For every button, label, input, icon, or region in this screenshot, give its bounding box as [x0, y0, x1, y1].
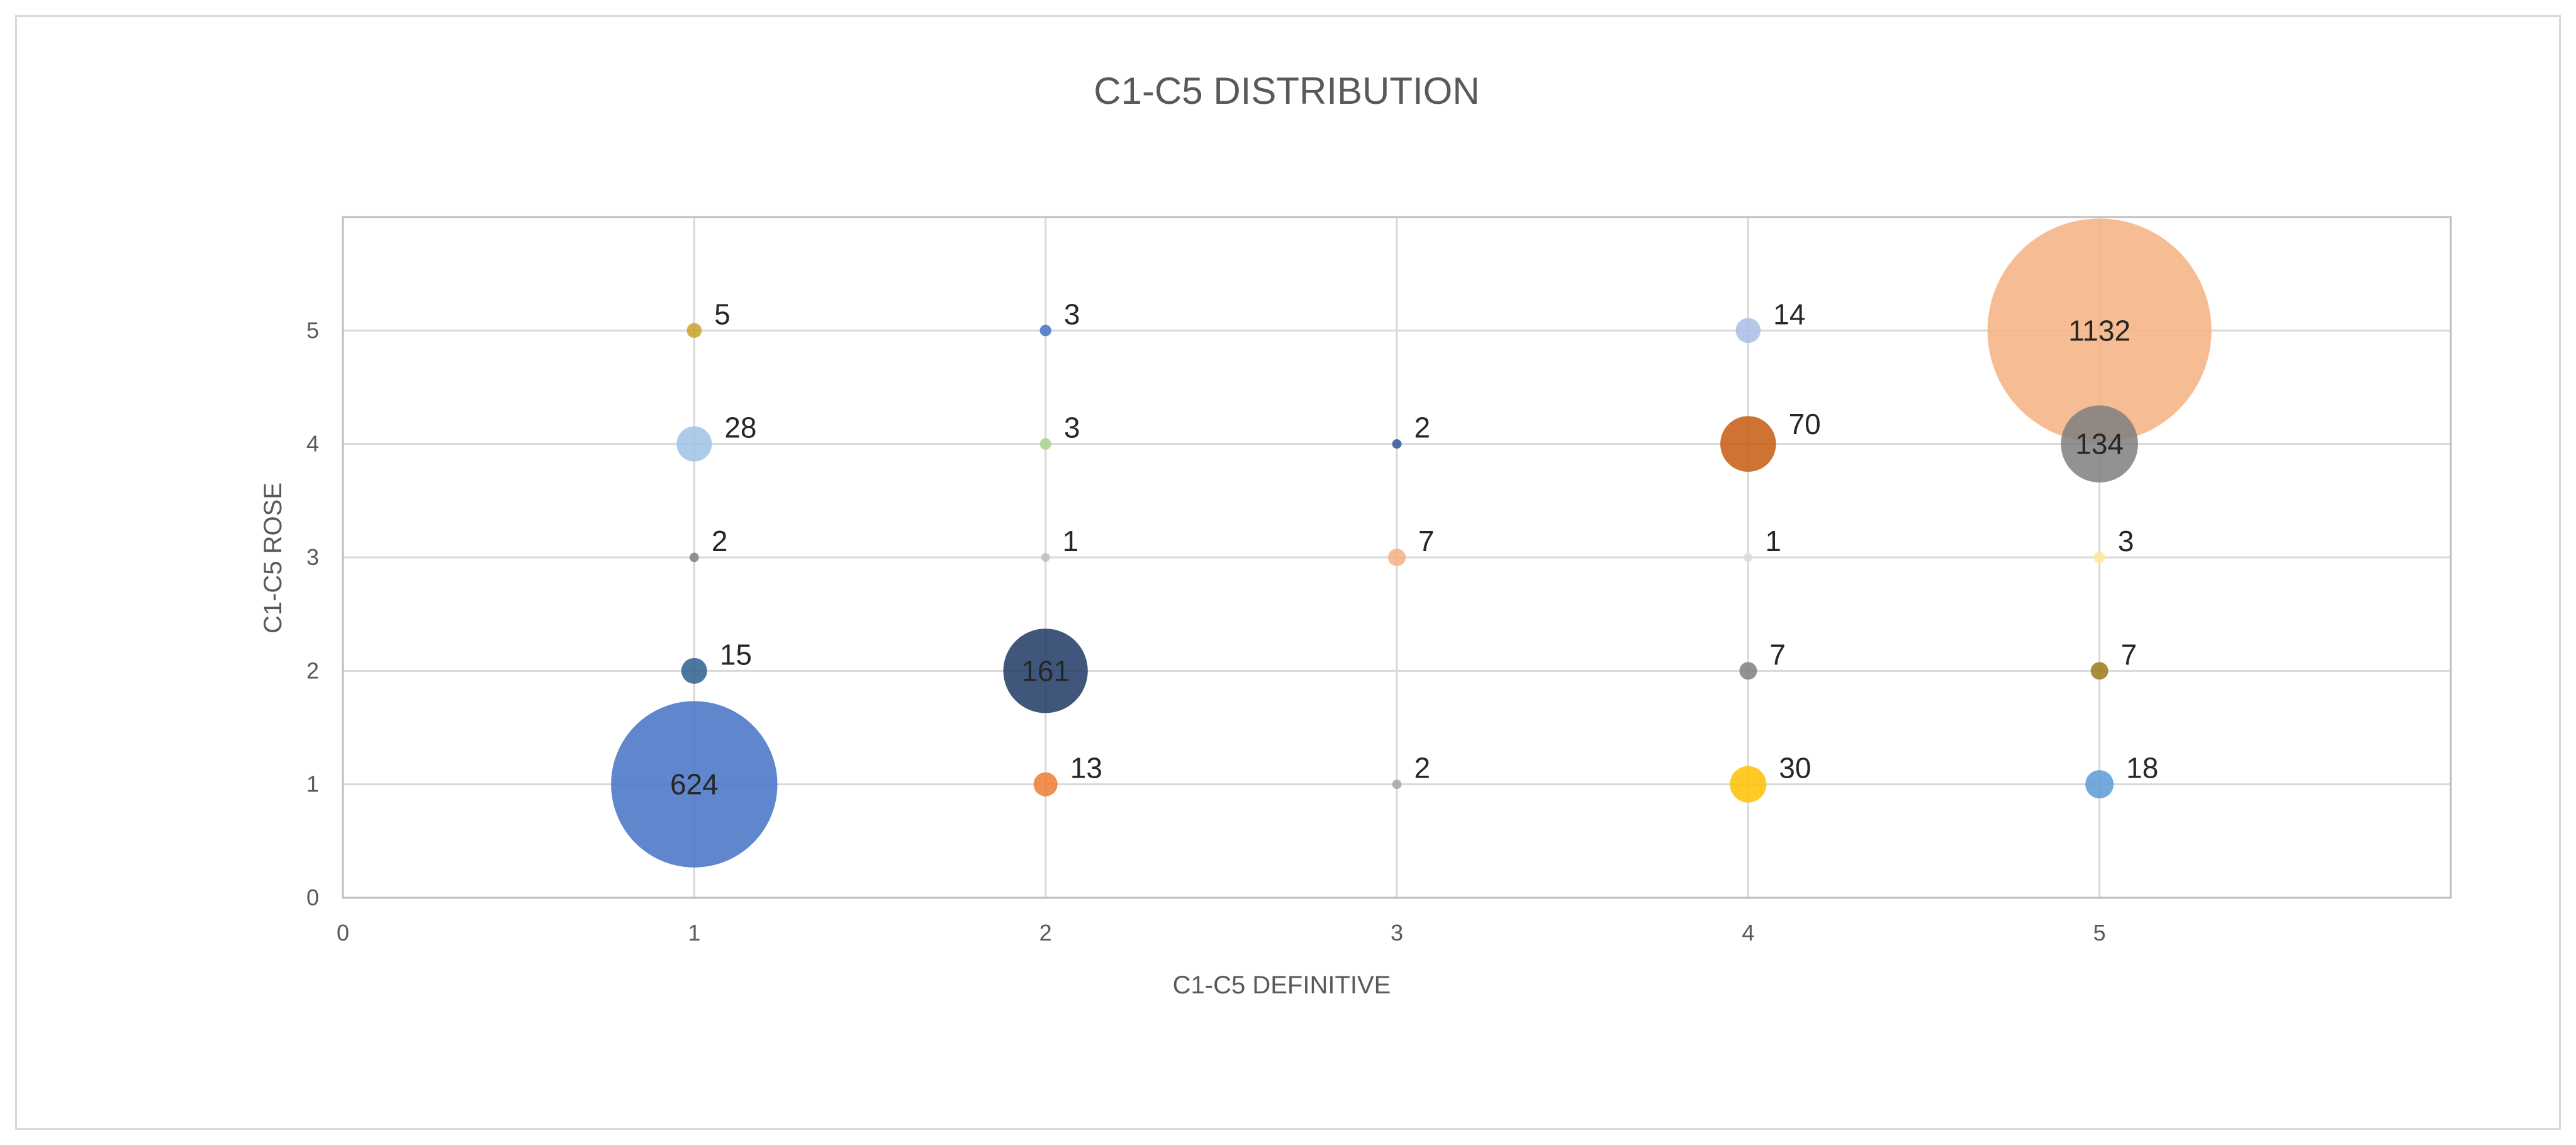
y-tick-label-3: 3	[306, 544, 319, 570]
data-labels: 5 28 2 15 624 3 3 1 161 13 2 7 2 14 70 1 7 30 1132 134 3 7 18	[670, 298, 2158, 800]
data-label-x4-y2: 7	[1769, 638, 1786, 671]
bubble-x5-y2	[2090, 662, 2108, 680]
y-tick-label-5: 5	[306, 317, 319, 343]
bubble-x4-y4	[1720, 416, 1776, 472]
bubble-x4-y3	[1744, 553, 1753, 562]
y-tick-label-0: 0	[306, 885, 319, 910]
bubble-x5-y1	[2085, 770, 2114, 799]
data-label-x3-y4: 2	[1414, 411, 1430, 444]
bubble-x3-y3	[1388, 549, 1406, 566]
data-label-x5-y3: 3	[2118, 525, 2134, 557]
x-tick-label-1: 1	[688, 920, 700, 946]
chart-title: C1-C5 DISTRIBUTION	[1094, 70, 1479, 112]
chart-frame: C1-C5 DISTRIBUTION 0 1 2 3 4 5 0 1 2 3 4 5 5 28 2 15 62…	[15, 15, 2561, 1130]
data-label-x2-y3: 1	[1063, 525, 1079, 557]
data-label-x2-y2: 161	[1021, 654, 1070, 687]
data-label-x2-y5: 3	[1064, 298, 1080, 330]
bubble-x2-y1	[1033, 772, 1058, 796]
axis-ticks: 0 1 2 3 4 5 0 1 2 3 4 5	[306, 317, 2106, 946]
x-axis-title: C1-C5 DEFINITIVE	[1173, 971, 1391, 999]
x-tick-label-2: 2	[1039, 920, 1052, 946]
x-tick-label-0: 0	[337, 920, 349, 946]
x-tick-label-3: 3	[1391, 920, 1403, 946]
data-label-x4-y3: 1	[1765, 525, 1781, 557]
bubble-x3-y1	[1392, 779, 1402, 790]
bubble-x5-y4	[2061, 405, 2138, 483]
data-label-x2-y1: 13	[1070, 752, 1102, 785]
data-label-x5-y5: 1132	[2068, 314, 2131, 347]
data-label-x1-y5: 5	[714, 298, 731, 330]
data-label-x1-y1: 624	[670, 768, 719, 801]
bubble-x4-y5	[1735, 318, 1761, 344]
bubble-x2-y4	[1039, 438, 1051, 450]
y-tick-label-4: 4	[306, 431, 319, 457]
data-label-x1-y3: 2	[712, 525, 728, 557]
data-label-x5-y2: 7	[2121, 638, 2137, 671]
data-label-x3-y1: 2	[1414, 752, 1430, 785]
data-label-x2-y4: 3	[1064, 411, 1080, 444]
bubble-x1-y3	[689, 552, 699, 562]
y-tick-label-2: 2	[306, 657, 319, 683]
data-label-x4-y4: 70	[1789, 408, 1821, 440]
x-tick-label-5: 5	[2093, 920, 2106, 946]
bubble-x4-y2	[1739, 662, 1757, 680]
data-label-x4-y5: 14	[1773, 298, 1805, 330]
bubble-x5-y3	[2093, 551, 2105, 564]
data-label-x1-y4: 28	[724, 411, 756, 444]
data-label-x1-y2: 15	[720, 638, 752, 671]
data-label-x5-y4: 134	[2075, 428, 2124, 461]
bubble-x1-y1	[611, 701, 778, 868]
bubble-x3-y4	[1392, 439, 1402, 449]
data-label-x4-y1: 30	[1779, 752, 1811, 785]
bubble-x1-y4	[676, 426, 712, 462]
bubble-x5-y5	[1987, 218, 2212, 443]
bubbles	[611, 218, 2212, 868]
bubble-x2-y5	[1039, 325, 1051, 337]
bubble-x1-y5	[686, 323, 702, 338]
bubble-x2-y3	[1041, 553, 1050, 562]
y-tick-label-1: 1	[306, 771, 319, 797]
plot-area-border	[342, 216, 2452, 899]
y-axis-title: C1-C5 ROSE	[259, 483, 287, 634]
data-label-x3-y3: 7	[1418, 525, 1435, 557]
data-label-x5-y1: 18	[2126, 752, 2158, 785]
bubble-x2-y2	[1003, 628, 1088, 713]
bubble-x4-y1	[1730, 766, 1767, 803]
bubble-x1-y2	[681, 657, 707, 684]
bubble-chart: C1-C5 DISTRIBUTION 0 1 2 3 4 5 0 1 2 3 4 5 5 28 2 15 62…	[259, 70, 2452, 999]
x-tick-label-4: 4	[1742, 920, 1754, 946]
